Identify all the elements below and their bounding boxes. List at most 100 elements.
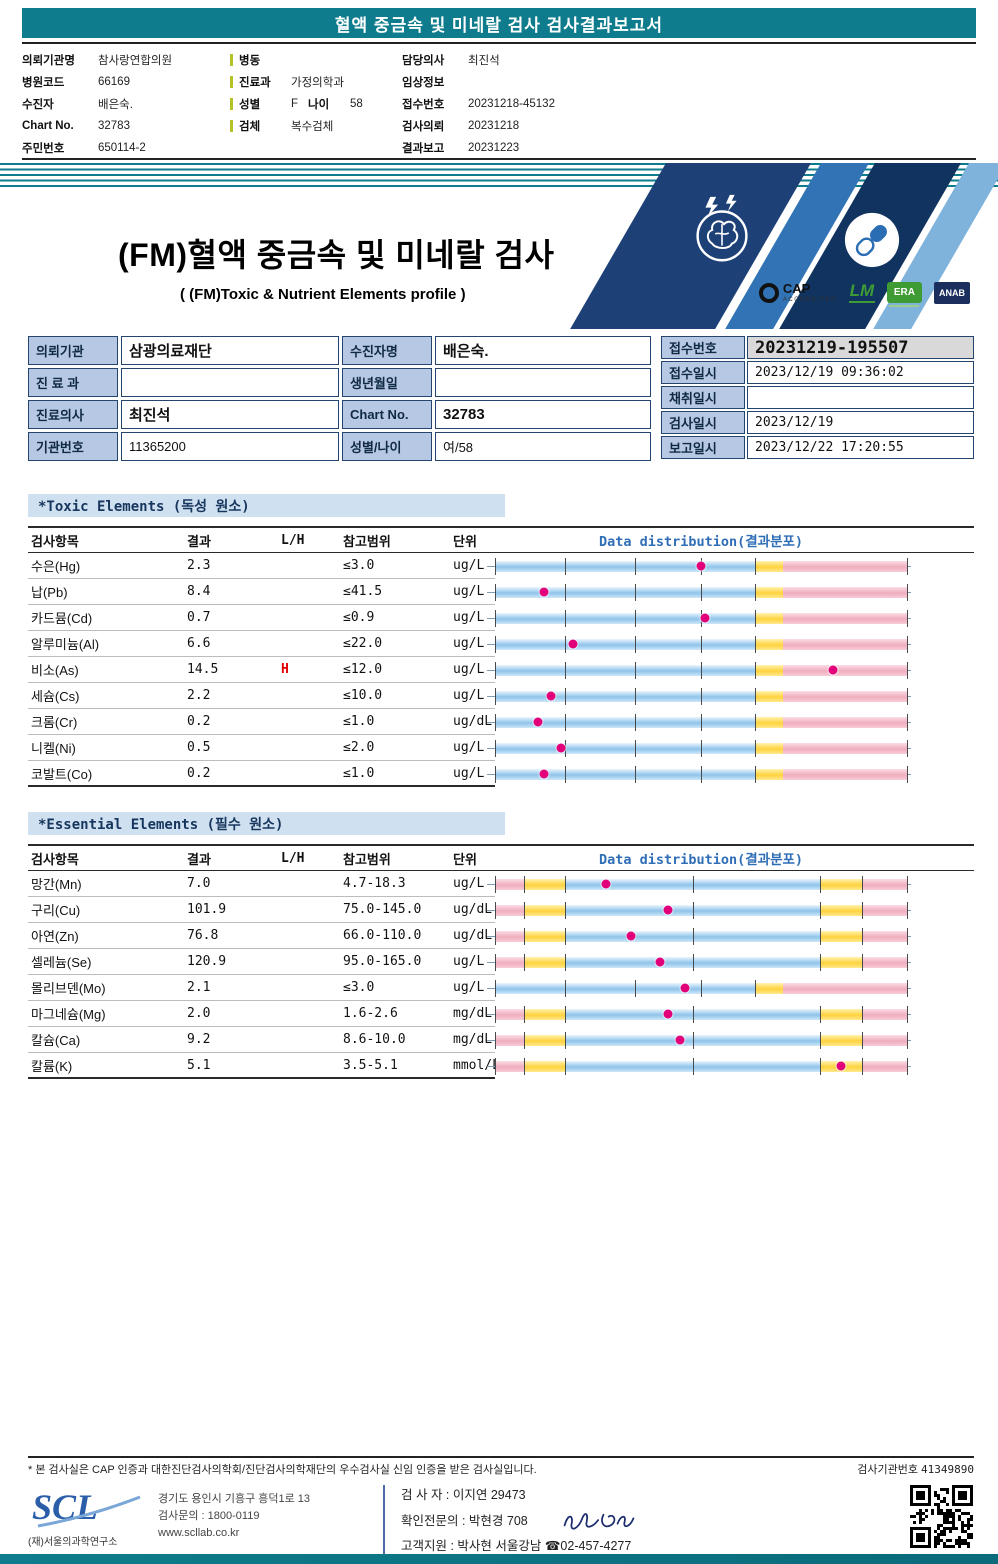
distribution-bar-track [487, 713, 911, 731]
distribution-header: Data distribution(결과분포) [598, 852, 804, 868]
bar-tick [861, 1031, 863, 1049]
result-row: 크롬(Cr) 0.2 ≤1.0 ug/dL [28, 709, 974, 735]
bar-tick [495, 635, 496, 653]
info-label: 채취일시 [661, 386, 745, 409]
bar-zone-yellow [820, 930, 862, 942]
result-marker [696, 561, 706, 571]
result-row: 알루미늄(Al) 6.6 ≤22.0 ug/L [28, 631, 974, 657]
unit-label: ug/L [425, 949, 495, 975]
bar-tick [754, 583, 756, 601]
bar-tick [907, 583, 908, 601]
bar-zone-yellow [820, 1034, 862, 1046]
info-label: 검사일시 [661, 411, 745, 434]
bar-tick [565, 953, 567, 971]
result-flag [255, 949, 315, 975]
result-marker [700, 613, 710, 623]
bar-tick [495, 979, 496, 997]
bar-zone-blue [495, 638, 755, 650]
bar-tick [495, 927, 496, 945]
patient-info-block: 의뢰기관명 참사랑연합의원 병원코드 66169 수진자 배은숙. Chart No. 327… [22, 42, 976, 160]
result-flag [255, 923, 315, 949]
bar-tick [754, 979, 756, 997]
result-flag [255, 631, 315, 657]
patient-field-value: 20231218 [468, 120, 520, 132]
patient-field: Chart No. 32783 [22, 116, 230, 136]
column-header: 검사항목 [31, 533, 79, 549]
distribution-bar-track [487, 901, 911, 919]
bar-zone-blue [495, 742, 755, 754]
distribution-bar-track [487, 1057, 911, 1075]
bar-zone-pink [783, 664, 907, 676]
patient-col-middle: 병동 진료과 가정의학과 성별 F 나이 58 검체 복수검체 [230, 50, 402, 158]
bar-zone-yellow [754, 586, 784, 598]
patient-field: 성별 F 나이 58 [230, 94, 402, 114]
bar-zone-yellow [754, 690, 784, 702]
patient-field-label: 병원코드 [22, 77, 65, 89]
info-value: 삼광의료재단 [121, 336, 339, 365]
patient-col-left: 의뢰기관명 참사랑연합의원 병원코드 66169 수진자 배은숙. Chart No. 327… [22, 50, 230, 158]
result-value: 8.4 [185, 579, 255, 605]
info-label: 보고일시 [661, 436, 745, 459]
analyte-name: 셀레늄(Se) [28, 949, 185, 975]
bar-tick [907, 609, 908, 627]
bar-tick [565, 901, 567, 919]
distribution-header: Data distribution(결과분포) [598, 534, 804, 550]
distribution-bar-track [487, 979, 911, 997]
bar-tick [861, 901, 863, 919]
order-info-right: 접수번호 20231219-195507 접수일시 2023/12/19 09:36:… [661, 336, 974, 461]
patient-field: 검체 복수검체 [230, 116, 402, 136]
decorative-banner [570, 163, 998, 329]
reference-range: 3.5-5.1 [315, 1053, 425, 1079]
reference-range: ≤2.0 [315, 735, 425, 761]
patient-field-value: F [291, 98, 299, 110]
bar-tick [523, 927, 525, 945]
distribution-bar [487, 553, 974, 579]
bar-tick [907, 687, 908, 705]
distribution-bar-track [487, 927, 911, 945]
bar-zone-yellow [523, 1008, 566, 1020]
distribution-bar-track [487, 739, 911, 757]
patient-field-label: 주민번호 [22, 143, 65, 155]
distribution-bar-track [487, 635, 911, 653]
bar-tick [861, 953, 863, 971]
section-title: *Essential Elements (필수 원소) [28, 812, 505, 835]
bar-zone-yellow [523, 878, 566, 890]
result-value: 2.0 [185, 1001, 255, 1027]
bar-tick [754, 765, 756, 783]
label-accent-bar [230, 76, 233, 88]
patient-field-value: 650114-2 [98, 142, 146, 154]
result-marker [655, 957, 665, 967]
lm-logo: LM [848, 282, 875, 303]
essential-elements-section: *Essential Elements (필수 원소) 검사항목 결과 L/H 참고범위… [28, 812, 974, 1079]
bar-zone-blue [495, 716, 755, 728]
bar-tick [692, 875, 694, 893]
report-header-bar: 혈액 중금속 및 미네랄 검사 검사결과보고서 [22, 8, 976, 38]
info-label: Chart No. [342, 400, 432, 429]
accreditation-logos: CAP ACCREDITED LM ERA ANAB [758, 282, 970, 307]
reference-range: ≤1.0 [315, 761, 425, 787]
distribution-bar [487, 871, 974, 897]
lab-org-name: (재)서울의과학연구소 [28, 1537, 118, 1548]
patient-field-value: 최진석 [468, 55, 500, 67]
result-row: 세슘(Cs) 2.2 ≤10.0 ug/L [28, 683, 974, 709]
result-flag [255, 709, 315, 735]
bar-zone-yellow [820, 878, 862, 890]
bar-tick [565, 1057, 567, 1075]
bar-zone-blue [495, 982, 755, 994]
result-row: 니켈(Ni) 0.5 ≤2.0 ug/L [28, 735, 974, 761]
report-title-block: (FM)혈액 중금속 및 미네랄 검사 ( (FM)Toxic & Nutrie… [118, 230, 554, 303]
patient-field-label: 접수번호 [402, 99, 445, 111]
bar-tick [495, 661, 496, 679]
bar-zone-pink [861, 956, 907, 968]
column-header: L/H [281, 850, 305, 866]
bar-tick [565, 583, 567, 601]
result-flag [255, 975, 315, 1001]
distribution-bar-track [487, 687, 911, 705]
analyte-name: 마그네슘(Mg) [28, 1001, 185, 1027]
bar-tick [861, 1057, 863, 1075]
result-value: 14.5 [185, 657, 255, 683]
result-row: 비소(As) 14.5 H ≤12.0 ug/L [28, 657, 974, 683]
analyte-name: 납(Pb) [28, 579, 185, 605]
lab-address: 경기도 용인시 기흥구 흥덕1로 13 [158, 1493, 311, 1505]
bar-zone-yellow [754, 982, 784, 994]
